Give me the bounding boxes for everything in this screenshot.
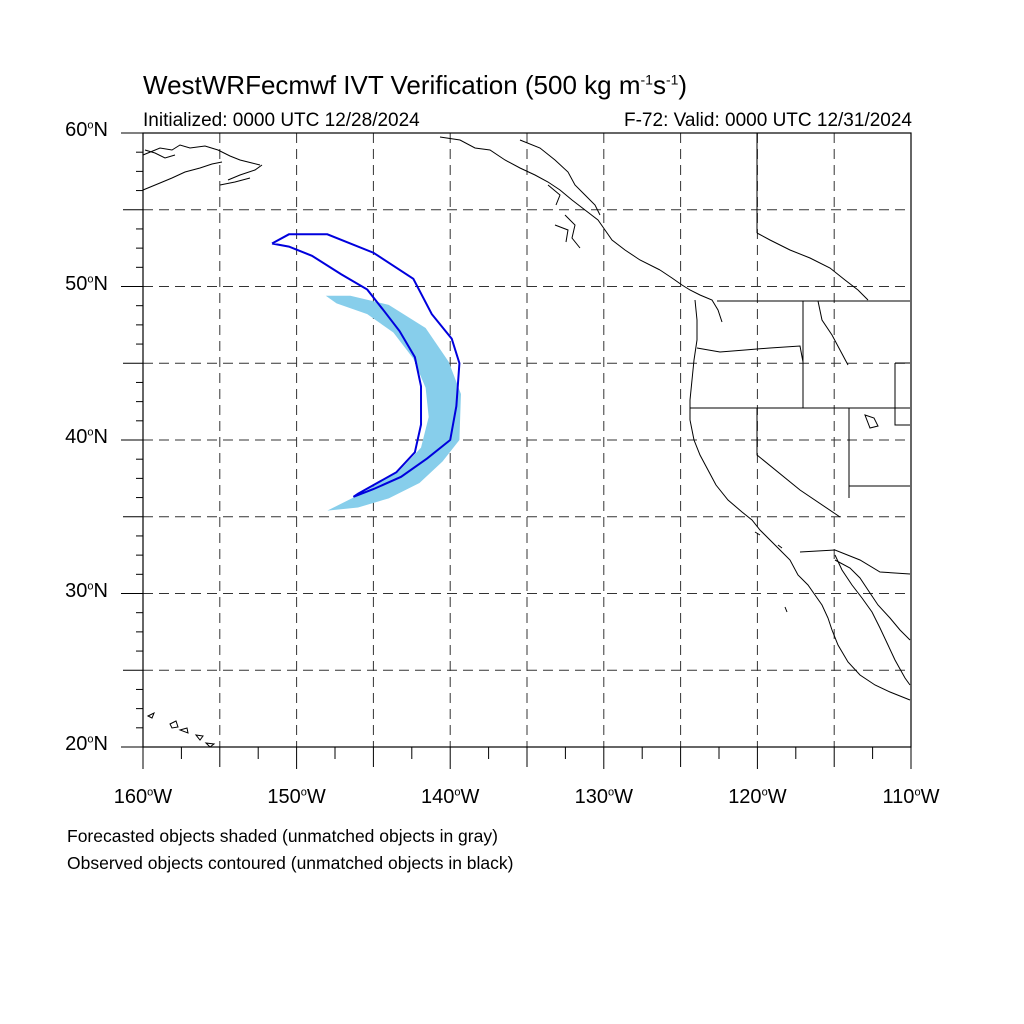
map-title: WestWRFecmwf IVT Verification (500 kg m-… (143, 70, 688, 100)
forecast-object-shaded (325, 295, 461, 511)
latitude-label: 40oN (65, 426, 108, 448)
longitude-label: 140oW (420, 786, 480, 808)
mainland-mexico-coastline (834, 559, 911, 641)
bc-coastline (659, 269, 723, 323)
coastlines (142, 136, 911, 748)
us-mexico-border (799, 549, 911, 575)
initialized-time-label: Initialized: 0000 UTC 12/28/2024 (143, 110, 420, 131)
longitude-label: 120oW (728, 786, 787, 808)
political-borders (690, 133, 911, 575)
axis-ticks (121, 132, 912, 769)
california-nevada-border (756, 408, 841, 518)
longitude-label: 150oW (267, 786, 326, 808)
latitude-label: 60oN (65, 119, 108, 141)
washington-oregon-border (696, 345, 804, 363)
forecast-legend-note: Forecasted objects shaded (unmatched obj… (67, 826, 498, 846)
observed-object-contour (271, 233, 461, 498)
hawaii-islands (146, 711, 216, 748)
alaska-coastline (142, 136, 661, 271)
valid-time-label: F-72: Valid: 0000 UTC 12/31/2024 (624, 110, 912, 131)
wyoming-border (894, 362, 910, 426)
montana-idaho-border (817, 300, 849, 366)
lake-islands (754, 414, 879, 613)
canada-us-border (717, 133, 910, 302)
latitude-label: 30oN (65, 579, 108, 602)
longitude-label: 110oW (882, 786, 940, 808)
longitude-label: 160oW (113, 786, 173, 808)
baja-coastline (834, 554, 911, 686)
latitude-label: 20oN (65, 733, 108, 755)
alaska-panhandle (519, 139, 601, 249)
latitude-label: 50oN (65, 272, 108, 295)
longitude-label: 130oW (574, 786, 633, 808)
grid-lines (143, 133, 911, 747)
us-west-coastline (689, 299, 911, 701)
observed-legend-note: Observed objects contoured (unmatched ob… (67, 853, 514, 873)
